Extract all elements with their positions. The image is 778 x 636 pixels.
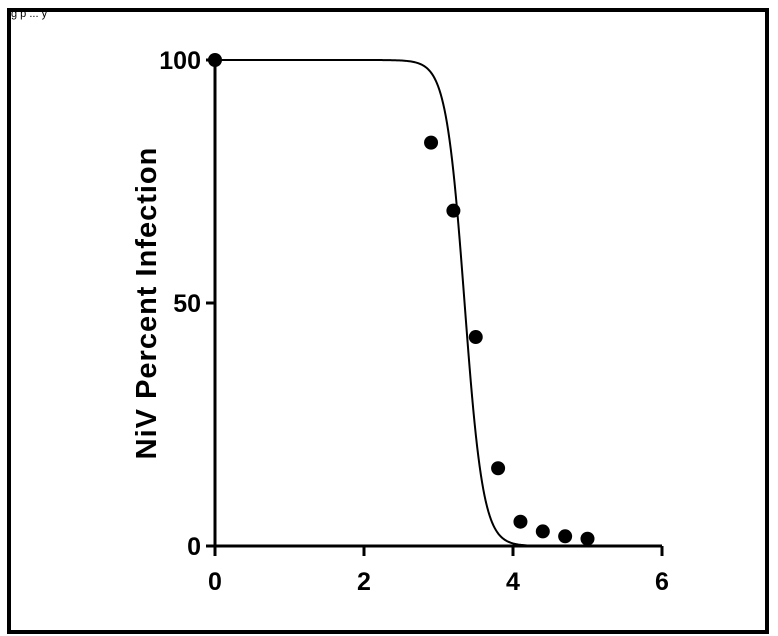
- caption-fragment: g p ... y: [11, 8, 48, 20]
- x-tick-label: 4: [506, 568, 520, 596]
- data-point: [446, 203, 461, 218]
- x-tick-label: 6: [655, 568, 669, 596]
- x-tick-label: 2: [357, 568, 371, 596]
- data-point: [558, 529, 573, 544]
- data-point: [535, 524, 550, 539]
- data-point: [424, 135, 439, 150]
- y-tick-label: 100: [159, 47, 201, 75]
- figure-frame: g p ... y: [7, 8, 769, 634]
- data-point: [208, 53, 222, 67]
- tick-labels-layer: 0 50 100 0 2 4 6: [159, 47, 669, 596]
- data-point: [468, 330, 483, 345]
- fit-curve: [215, 59, 592, 547]
- y-axis-title: NiV Percent Infection: [131, 147, 163, 460]
- fit-curve-layer: [215, 59, 592, 547]
- data-point: [491, 461, 506, 476]
- data-points-layer: [208, 53, 595, 546]
- axes: [206, 58, 664, 556]
- x-tick-label: 0: [208, 568, 222, 596]
- data-point: [580, 531, 595, 546]
- y-tick-label: 0: [187, 533, 201, 561]
- y-tick-label: 50: [173, 290, 201, 318]
- data-point: [513, 514, 528, 529]
